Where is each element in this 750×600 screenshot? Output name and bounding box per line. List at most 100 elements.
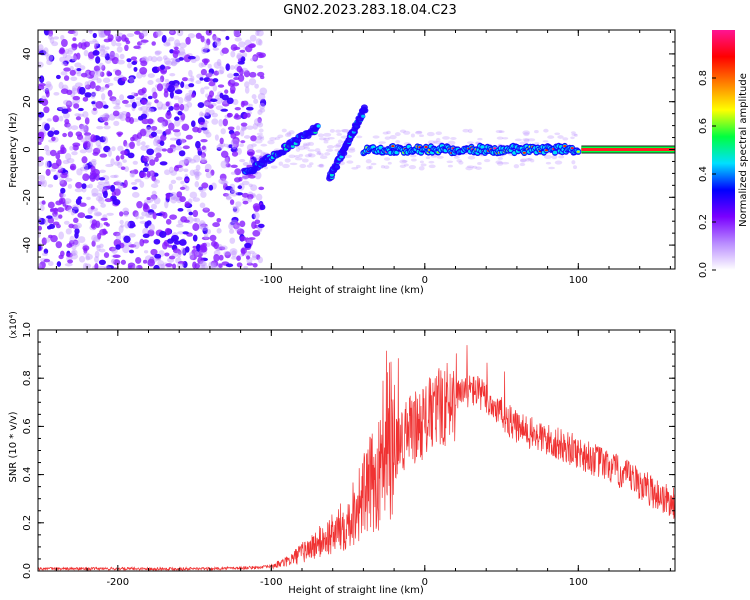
heatmap-cell: [394, 132, 401, 137]
heatmap-cell: [178, 51, 187, 58]
heatmap-cell: [131, 191, 140, 198]
heatmap-cell: [316, 124, 321, 128]
heatmap-cell: [94, 263, 99, 269]
heatmap-cell: [436, 155, 444, 159]
heatmap-cell: [192, 197, 201, 202]
heatmap-cell: [107, 149, 112, 157]
heatmap-cell: [129, 116, 134, 125]
heatmap-cell: [130, 56, 138, 61]
heatmap-cell: [180, 81, 185, 88]
heatmap-cell: [122, 183, 127, 188]
heatmap-cell: [195, 173, 200, 181]
heatmap-cell: [133, 66, 138, 72]
heatmap-cell: [145, 127, 153, 133]
heatmap-cell: [399, 164, 406, 169]
heatmap-cell: [181, 77, 189, 82]
heatmap-cell: [174, 130, 182, 137]
heatmap-cell: [165, 263, 173, 268]
heatmap-cell: [238, 176, 243, 182]
heatmap-cell: [115, 180, 122, 186]
heatmap-cell: [225, 263, 234, 268]
heatmap-cell: [91, 91, 96, 97]
heatmap-cell: [210, 240, 218, 247]
heatmap-cell: [212, 36, 219, 42]
heatmap-cell: [58, 166, 64, 171]
heatmap-cell: [399, 159, 407, 164]
heatmap-cell: [82, 111, 89, 118]
heatmap-cell: [95, 212, 103, 216]
heatmap-cell: [103, 266, 112, 269]
heatmap-cell: [169, 144, 177, 149]
heatmap-cell: [97, 30, 104, 35]
heatmap-cell: [157, 260, 165, 267]
heatmap-cell: [435, 137, 441, 142]
heatmap-cell: [104, 83, 110, 89]
heatmap-cell: [129, 76, 135, 84]
heatmap-cell: [195, 164, 201, 171]
y-tick-label: 0.2: [22, 515, 33, 531]
heatmap-cell: [92, 50, 100, 56]
heatmap-cell: [119, 53, 125, 60]
heatmap-cell: [227, 112, 233, 118]
heatmap-cell: [209, 234, 217, 242]
heatmap-cell: [101, 116, 109, 122]
heatmap-cell: [450, 137, 457, 140]
heatmap-cell: [74, 82, 83, 88]
heatmap-cell: [102, 113, 109, 122]
heatmap-cell: [154, 50, 161, 56]
heatmap-cell: [230, 79, 236, 84]
heatmap-cell: [189, 169, 196, 176]
heatmap-cell: [140, 113, 148, 120]
heatmap-cell: [92, 107, 97, 111]
heatmap-cell: [467, 155, 476, 160]
heatmap-cell: [213, 61, 222, 69]
heatmap-cell: [241, 248, 246, 256]
heatmap-cell: [88, 30, 93, 35]
heatmap-cell: [200, 152, 207, 158]
heatmap-cell: [236, 255, 241, 262]
heatmap-cell: [201, 145, 206, 150]
heatmap-cell: [231, 216, 239, 223]
heatmap-cell: [173, 39, 181, 47]
heatmap-cell: [101, 64, 106, 71]
heatmap-cell: [95, 43, 101, 49]
heatmap-cell: [131, 101, 137, 109]
heatmap-cell: [245, 255, 251, 260]
heatmap-cell: [382, 131, 389, 135]
heatmap-cell: [231, 256, 238, 260]
heatmap-cell: [233, 114, 242, 120]
heatmap-cell: [251, 255, 257, 261]
heatmap-cell: [100, 86, 109, 90]
heatmap-cell: [103, 252, 110, 259]
heatmap-cell: [570, 136, 575, 140]
heatmap-cell: [301, 158, 309, 163]
heatmap-cell: [149, 194, 157, 202]
heatmap-cell: [183, 219, 190, 223]
heatmap-cell: [107, 82, 114, 86]
heatmap-cell: [180, 247, 186, 255]
heatmap-cell: [197, 102, 205, 109]
heatmap-cell: [201, 236, 210, 241]
heatmap-cell: [147, 209, 155, 215]
heatmap-cell: [163, 42, 171, 47]
heatmap-cell: [84, 117, 90, 125]
heatmap-cell: [115, 232, 122, 241]
heatmap-cell: [187, 55, 196, 60]
heatmap-cell: [410, 133, 415, 138]
heatmap-cell: [105, 46, 110, 50]
heatmap-cell: [63, 220, 70, 225]
heatmap-cell: [199, 261, 208, 266]
heatmap-cell: [78, 255, 86, 263]
heatmap-cell: [59, 47, 65, 54]
heatmap-cell: [408, 164, 417, 170]
spectrogram-x-ticks: -200 -100 0 100: [55, 30, 671, 286]
heatmap-cell: [326, 145, 335, 149]
heatmap-cell: [225, 195, 232, 201]
heatmap-cell: [258, 128, 264, 133]
heatmap-cell: [76, 72, 82, 77]
heatmap-cell: [195, 251, 203, 258]
heatmap-cell: [58, 178, 65, 184]
heatmap-cell: [383, 165, 390, 170]
heatmap-cell: [172, 248, 181, 254]
x-tick-label: 0: [422, 275, 428, 286]
